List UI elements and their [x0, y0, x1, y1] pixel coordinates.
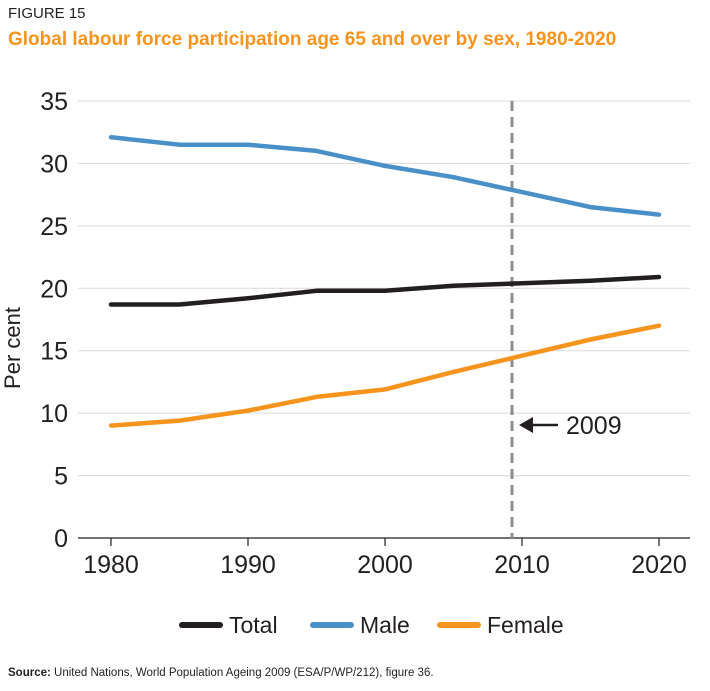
legend-label-total: Total	[229, 612, 278, 638]
y-tick-labels: 0 5 10 15 20 25 30 35	[40, 88, 68, 553]
y-tick-label-15: 15	[40, 338, 68, 366]
y-axis-label: Per cent	[0, 307, 25, 389]
source-note: Source: United Nations, World Population…	[8, 667, 434, 679]
series-line-female	[108, 323, 662, 428]
y-tick-label-0: 0	[54, 525, 68, 553]
annotation-label-2009: 2009	[566, 412, 622, 440]
y-tick-label-20: 20	[40, 275, 68, 303]
legend-label-female: Female	[487, 612, 564, 638]
x-axis	[78, 537, 690, 546]
legend: Total Male Female	[179, 612, 564, 638]
source-text: United Nations, World Population Ageing …	[54, 667, 434, 679]
x-tick-label-1990: 1990	[220, 551, 276, 579]
series-lines	[108, 134, 662, 428]
y-tick-label-10: 10	[40, 400, 68, 428]
figure-label: FIGURE 15	[8, 5, 86, 22]
y-tick-label-25: 25	[40, 213, 68, 241]
x-tick-label-2010: 2010	[494, 551, 550, 579]
arrow-head	[519, 417, 533, 433]
source-label: Source:	[8, 667, 51, 679]
x-tick-label-2000: 2000	[357, 551, 413, 579]
y-tick-label-35: 35	[40, 88, 68, 116]
x-tick-labels: 1980 1990 2000 2010 2020	[83, 551, 687, 579]
x-tick-label-2020: 2020	[631, 551, 687, 579]
y-tick-label-30: 30	[40, 150, 68, 178]
series-line-male	[108, 134, 662, 217]
legend-label-male: Male	[360, 612, 410, 638]
y-tick-label-5: 5	[54, 463, 68, 491]
x-tick-label-1980: 1980	[83, 551, 139, 579]
annotation-2009: 2009	[510, 101, 622, 538]
line-chart: 0 5 10 15 20 25 30 35 1980 1990 2000 2010 2020 2009…	[0, 88, 690, 638]
chart-title: Global labour force participation age 65…	[8, 29, 617, 50]
series-line-total	[108, 274, 662, 307]
